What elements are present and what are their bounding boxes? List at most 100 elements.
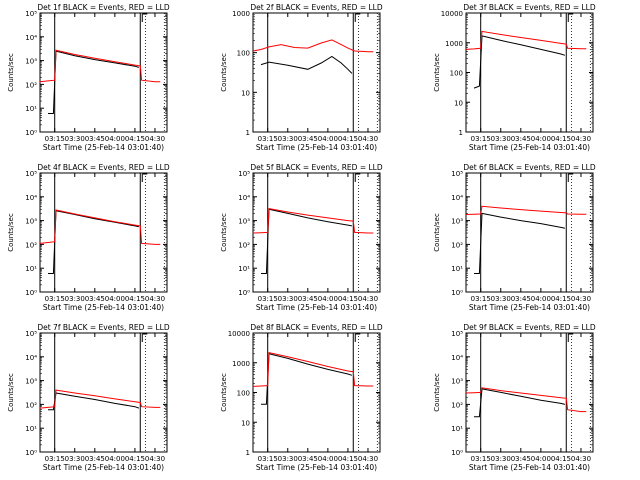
x-tick-label: 03:30 xyxy=(491,455,511,463)
x-tick-label: 03:15 xyxy=(471,135,491,143)
y-axis-label: Counts/sec xyxy=(220,53,228,92)
x-tick-label: 04:30 xyxy=(145,455,165,463)
x-tick-label: 03:45 xyxy=(511,135,531,143)
x-tick-label: 04:30 xyxy=(358,295,378,303)
x-tick-label: 04:15 xyxy=(338,135,358,143)
y-tick-label: 10 xyxy=(241,89,250,97)
y-tick-label: 10⁵ xyxy=(451,330,463,338)
y-tick-label: 10¹ xyxy=(238,265,250,273)
x-axis-label: Start Time (25-Feb-14 03:01:40) xyxy=(43,303,164,312)
series-line-lld xyxy=(39,209,161,245)
y-tick-label: 10² xyxy=(25,401,37,409)
y-tick-label: 10000 xyxy=(441,10,463,18)
y-tick-label: 10000 xyxy=(228,330,250,338)
y-axis-label: Counts/sec xyxy=(7,53,15,92)
x-tick-label: 03:15 xyxy=(45,295,65,303)
x-tick-label: 04:30 xyxy=(571,455,591,463)
y-axis-label: Counts/sec xyxy=(220,213,228,252)
x-tick-label: 03:15 xyxy=(471,455,491,463)
flag-marker xyxy=(141,173,148,182)
x-tick-label: 03:45 xyxy=(85,455,105,463)
plot-frame xyxy=(39,172,168,293)
y-axis-label: Counts/sec xyxy=(433,373,441,412)
y-tick-label: 10² xyxy=(238,241,250,249)
series-line-lld xyxy=(39,389,161,409)
y-tick-label: 10⁴ xyxy=(238,194,250,202)
x-tick-label: 03:15 xyxy=(258,455,278,463)
x-axis-label: Start Time (25-Feb-14 03:01:40) xyxy=(43,143,164,152)
x-tick-label: 03:30 xyxy=(278,455,298,463)
x-tick-label: 04:30 xyxy=(358,455,378,463)
x-tick-label: 03:45 xyxy=(298,455,318,463)
y-tick-label: 10⁵ xyxy=(25,170,37,178)
y-tick-label: 10⁰ xyxy=(451,289,463,297)
flag-marker xyxy=(567,173,574,182)
chart-title: Det 4f BLACK = Events, RED = LLD xyxy=(37,163,170,172)
chart-title: Det 1f BLACK = Events, RED = LLD xyxy=(37,3,170,12)
series-line-lld xyxy=(39,49,161,83)
x-axis-label: Start Time (25-Feb-14 03:01:40) xyxy=(43,463,164,472)
x-tick-label: 03:15 xyxy=(258,135,278,143)
x-tick-label: 04:00 xyxy=(105,135,125,143)
series-line-lld xyxy=(252,208,374,234)
chart-title: Det 6f BLACK = Events, RED = LLD xyxy=(463,163,596,172)
x-tick-label: 04:15 xyxy=(551,295,571,303)
x-axis-label: Start Time (25-Feb-14 03:01:40) xyxy=(469,143,590,152)
x-tick-label: 04:00 xyxy=(531,295,551,303)
y-tick-label: 10⁰ xyxy=(451,449,463,457)
x-tick-label: 03:30 xyxy=(278,295,298,303)
flag-marker xyxy=(354,173,361,182)
y-tick-label: 10⁰ xyxy=(238,289,250,297)
x-tick-label: 04:00 xyxy=(318,135,338,143)
y-tick-label: 1000 xyxy=(232,10,250,18)
y-tick-label: 10⁰ xyxy=(25,289,37,297)
x-tick-label: 04:15 xyxy=(338,455,358,463)
chart-title: Det 5f BLACK = Events, RED = LLD xyxy=(250,163,383,172)
x-tick-label: 04:15 xyxy=(551,455,571,463)
plot-frame xyxy=(252,332,381,453)
y-tick-label: 100 xyxy=(237,390,250,398)
x-tick-label: 04:15 xyxy=(125,135,145,143)
y-tick-label: 10⁵ xyxy=(238,170,250,178)
y-tick-label: 10¹ xyxy=(25,105,37,113)
y-tick-label: 10³ xyxy=(238,218,250,226)
series-line-events xyxy=(473,35,566,89)
y-tick-label: 10⁴ xyxy=(25,354,37,362)
x-tick-label: 03:45 xyxy=(298,295,318,303)
series-line-events xyxy=(260,55,353,74)
flag-marker xyxy=(567,333,574,342)
x-tick-label: 04:00 xyxy=(531,455,551,463)
y-tick-label: 10⁴ xyxy=(451,194,463,202)
series-line-events xyxy=(48,50,140,114)
x-tick-label: 04:00 xyxy=(531,135,551,143)
y-tick-label: 100 xyxy=(237,50,250,58)
x-tick-label: 03:45 xyxy=(298,135,318,143)
x-tick-label: 03:30 xyxy=(278,135,298,143)
x-tick-label: 03:15 xyxy=(45,455,65,463)
y-tick-label: 10⁴ xyxy=(451,354,463,362)
y-axis-label: Counts/sec xyxy=(7,373,15,412)
x-tick-label: 04:30 xyxy=(145,135,165,143)
x-tick-label: 03:45 xyxy=(511,295,531,303)
flag-marker xyxy=(354,13,361,22)
x-tick-label: 04:30 xyxy=(571,295,591,303)
y-tick-label: 10 xyxy=(454,99,463,107)
series-line-lld xyxy=(252,351,374,387)
y-tick-label: 1 xyxy=(246,449,250,457)
y-tick-label: 10³ xyxy=(25,378,37,386)
y-tick-label: 10² xyxy=(25,241,37,249)
y-tick-label: 10⁰ xyxy=(25,129,37,137)
x-tick-label: 03:30 xyxy=(65,455,85,463)
chart-title: Det 7f BLACK = Events, RED = LLD xyxy=(37,323,170,332)
y-tick-label: 10¹ xyxy=(451,425,463,433)
series-line-events xyxy=(48,210,140,274)
y-axis-label: Counts/sec xyxy=(433,213,441,252)
x-tick-label: 04:15 xyxy=(125,455,145,463)
x-tick-label: 04:30 xyxy=(571,135,591,143)
x-tick-label: 04:00 xyxy=(105,455,125,463)
